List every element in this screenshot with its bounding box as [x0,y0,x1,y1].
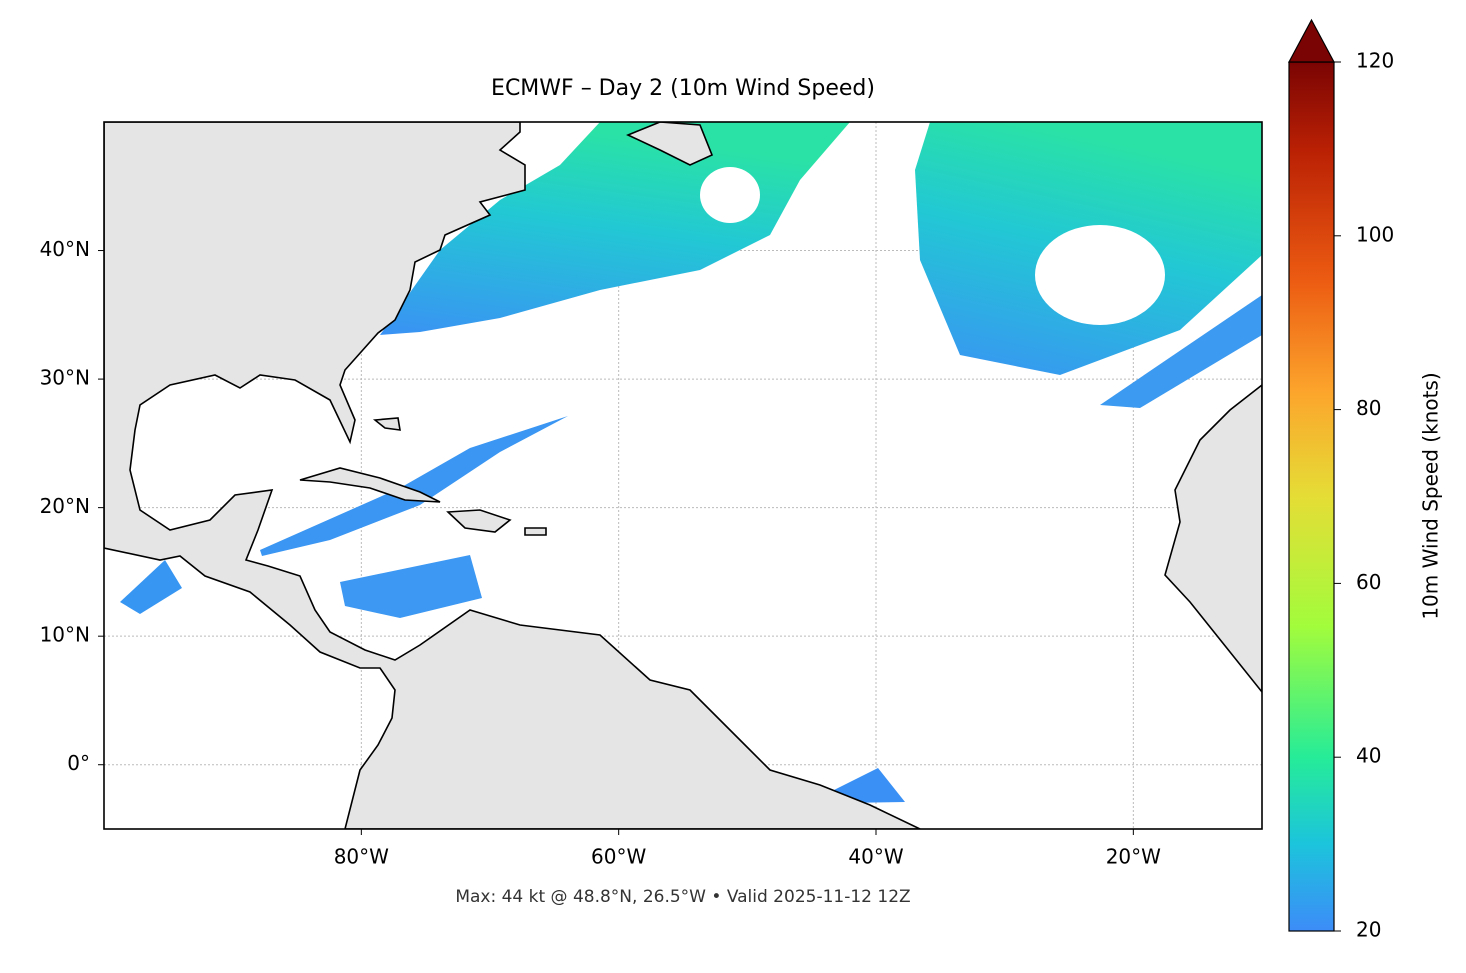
colorbar-tick-label: 20 [1356,918,1381,942]
y-tick-label: 0° [67,751,90,775]
colorbar-tick-label: 40 [1356,744,1381,768]
cuba [299,467,441,503]
y-tick-label: 30°N [40,366,90,390]
wind-gap [700,167,760,223]
africa [1164,383,1262,694]
y-tick-label: 10°N [40,623,90,647]
wind-field [120,122,1262,803]
footer-note: Max: 44 kt @ 48.8°N, 26.5°W • Valid 2025… [455,887,910,907]
x-tick-label: 20°W [1106,845,1161,869]
colorbar-tick-label: 60 [1356,570,1381,594]
colorbar-label: 10m Wind Speed (knots) [1419,372,1443,619]
x-tick-label: 40°W [848,845,903,869]
colorbar-tick-label: 80 [1356,396,1381,420]
americas [104,122,921,829]
colorbar-tick-label: 120 [1356,49,1394,73]
y-tick-label: 20°N [40,494,90,518]
map-frame [103,121,1263,830]
hispaniola [446,509,512,533]
puerto-rico [524,527,547,536]
map-area [104,122,1262,829]
chart-title: ECMWF – Day 2 (10m Wind Speed) [491,76,875,101]
y-tick-label: 40°N [40,237,90,261]
colorbar-tick-label: 100 [1356,222,1394,246]
wind-area [120,560,182,614]
wind-area [260,416,568,556]
x-tick-label: 60°W [591,845,646,869]
x-tick-label: 80°W [334,845,389,869]
wind-area [1100,295,1262,408]
colorbar [1288,61,1335,932]
bahamas [372,417,401,431]
wind-area [340,555,482,618]
wind-area [830,768,905,803]
colorbar-extend [1287,18,1336,63]
wind-gap [1035,225,1165,325]
newfoundland [626,122,714,166]
